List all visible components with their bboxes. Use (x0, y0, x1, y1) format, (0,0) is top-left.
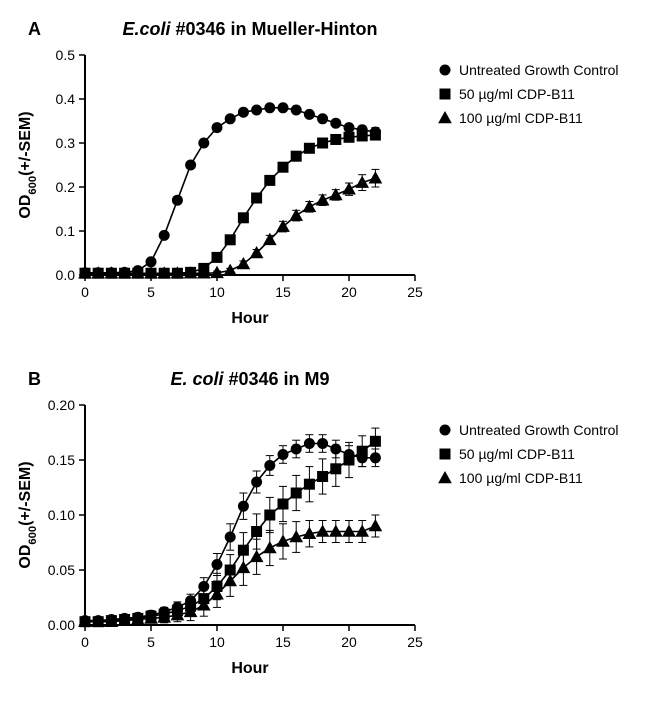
x-axis-label: Hour (231, 310, 268, 327)
y-tick-label: 0.1 (56, 223, 76, 239)
y-tick-label: 0.20 (48, 397, 75, 413)
x-tick-label: 5 (147, 284, 155, 300)
y-tick-label: 0.15 (48, 452, 75, 468)
panel-letter: B (28, 369, 41, 389)
y-tick-label: 0.05 (48, 562, 75, 578)
y-axis-label: OD600(+/-SEM) (17, 461, 39, 568)
y-tick-label: 0.0 (56, 267, 76, 283)
legend-label: Untreated Growth Control (459, 62, 619, 78)
panel-a-svg: A E.coli #0346 in Mueller-Hinton 0 5 10 15 20 2… (0, 0, 669, 340)
y-tick-label: 0.3 (56, 135, 76, 151)
y-tick-label: 0.10 (48, 507, 75, 523)
y-tick-label: 0.5 (56, 47, 76, 63)
panel-b-svg: B E. coli #0346 in M9 0 5 10 15 20 25 Hour 0.00 0.… (0, 350, 669, 702)
x-tick-label: 10 (209, 284, 225, 300)
legend-label: Untreated Growth Control (459, 422, 619, 438)
x-tick-label: 10 (209, 634, 225, 650)
x-axis-label: Hour (231, 660, 268, 677)
x-tick-label: 20 (341, 634, 357, 650)
y-tick-label: 0.00 (48, 617, 75, 633)
y-tick-label: 0.2 (56, 179, 76, 195)
panel-title: E.coli #0346 in Mueller-Hinton (122, 19, 377, 39)
series-line-hundred (85, 178, 375, 273)
x-tick-label: 0 (81, 284, 89, 300)
x-tick-label: 0 (81, 634, 89, 650)
x-tick-label: 15 (275, 284, 291, 300)
x-tick-label: 25 (407, 634, 423, 650)
y-axis-label: OD600(+/-SEM) (17, 111, 39, 218)
figure-container: A E.coli #0346 in Mueller-Hinton 0 5 10 15 20 2… (0, 0, 669, 702)
x-tick-label: 25 (407, 284, 423, 300)
x-tick-label: 5 (147, 634, 155, 650)
x-tick-label: 20 (341, 284, 357, 300)
series-line-fifty (85, 135, 375, 273)
y-tick-label: 0.4 (56, 91, 76, 107)
legend-label: 100 µg/ml CDP-B11 (459, 470, 583, 486)
legend-label: 50 µg/ml CDP-B11 (459, 86, 575, 102)
panel-letter: A (28, 19, 41, 39)
panel-title: E. coli #0346 in M9 (170, 369, 329, 389)
legend-label: 100 µg/ml CDP-B11 (459, 110, 583, 126)
x-tick-label: 15 (275, 634, 291, 650)
legend-label: 50 µg/ml CDP-B11 (459, 446, 575, 462)
series-line-untreated (85, 108, 375, 273)
